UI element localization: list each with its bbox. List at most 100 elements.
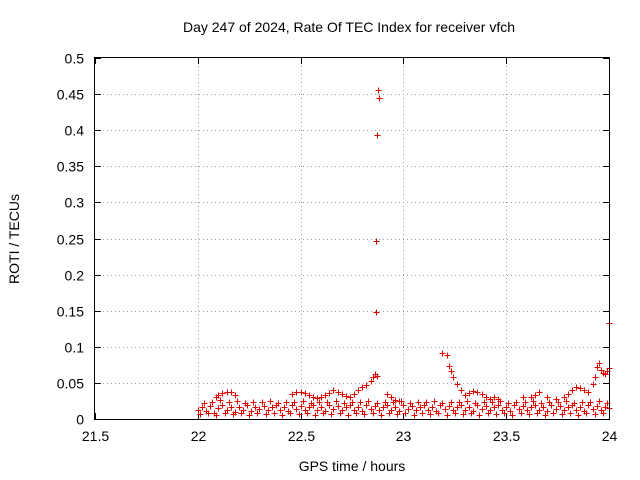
data-point (536, 389, 543, 396)
data-point (275, 400, 282, 407)
y-tick-label: 0.2 (65, 268, 85, 284)
data-point (454, 404, 461, 411)
data-point (382, 399, 389, 406)
data-point (328, 411, 335, 418)
x-tick-label: 22.5 (288, 428, 315, 444)
y-tick-label: 0.15 (57, 304, 84, 320)
data-point (413, 407, 420, 414)
data-point (265, 407, 272, 414)
data-point (335, 389, 342, 396)
data-point (470, 388, 477, 395)
data-point (532, 402, 539, 409)
data-point (197, 411, 204, 418)
data-point (330, 406, 337, 413)
data-point (209, 399, 216, 406)
data-point (518, 410, 525, 417)
data-point (376, 95, 383, 102)
data-point (534, 410, 541, 417)
data-point (561, 407, 568, 414)
data-point (219, 390, 226, 397)
data-point (472, 400, 479, 407)
data-point (201, 400, 208, 407)
data-point (468, 410, 475, 417)
x-tick-label: 23 (396, 428, 412, 444)
data-point (326, 390, 333, 397)
data-point (310, 394, 317, 401)
data-point (277, 407, 284, 414)
data-point (481, 399, 488, 406)
data-point (569, 387, 576, 394)
data-point (427, 411, 434, 418)
y-tick-label: 0.5 (65, 51, 85, 67)
data-point (320, 410, 327, 417)
data-point (435, 410, 442, 417)
data-point (217, 397, 224, 404)
y-axis-label: ROTI / TECUs (6, 194, 22, 284)
data-point (491, 404, 498, 411)
data-point (394, 411, 401, 418)
data-point (446, 363, 453, 370)
data-point (333, 398, 340, 405)
data-point (454, 381, 461, 388)
data-point (267, 398, 274, 405)
data-point (355, 404, 362, 411)
x-tick-label: 21.5 (82, 428, 109, 444)
data-point (376, 407, 383, 414)
data-point (269, 404, 276, 411)
data-point (246, 412, 253, 419)
data-point (287, 410, 294, 417)
data-point (594, 403, 601, 410)
y-tick-label: 0.05 (57, 376, 84, 392)
data-point (335, 403, 342, 410)
data-point (318, 394, 325, 401)
data-point (374, 132, 381, 139)
data-point (585, 389, 592, 396)
data-point (538, 400, 545, 407)
data-point (316, 399, 323, 406)
data-point (587, 399, 594, 406)
data-point (530, 398, 537, 405)
plot-frame (94, 57, 610, 420)
data-point (374, 400, 381, 407)
data-point (230, 411, 237, 418)
data-point (474, 389, 481, 396)
data-point (442, 406, 449, 413)
y-tick-label: 0.3 (65, 195, 85, 211)
data-point (520, 394, 527, 401)
data-point (361, 411, 368, 418)
data-point (456, 399, 463, 406)
data-point (347, 394, 354, 401)
data-point (195, 407, 202, 414)
data-point (553, 406, 560, 413)
data-point (219, 402, 226, 409)
y-tick-label: 0.35 (57, 159, 84, 175)
data-point (579, 399, 586, 406)
data-point (546, 399, 553, 406)
data-point (271, 410, 278, 417)
data-point (281, 404, 288, 411)
data-point (261, 403, 268, 410)
data-point (306, 392, 313, 399)
data-point (503, 404, 510, 411)
data-point (259, 399, 266, 406)
data-point (384, 391, 391, 398)
data-point (544, 394, 551, 401)
y-tick-label: 0 (76, 412, 84, 428)
data-point (522, 399, 529, 406)
data-point (296, 411, 303, 418)
data-point (583, 410, 590, 417)
data-point (577, 404, 584, 411)
data-point (540, 404, 547, 411)
data-point (450, 374, 457, 381)
data-point (341, 400, 348, 407)
data-point (392, 404, 399, 411)
data-point (343, 404, 350, 411)
data-point (213, 412, 220, 419)
data-point (544, 408, 551, 415)
data-point (405, 406, 412, 413)
data-point (314, 395, 321, 402)
data-point (308, 400, 315, 407)
data-point (357, 399, 364, 406)
data-point (462, 407, 469, 414)
